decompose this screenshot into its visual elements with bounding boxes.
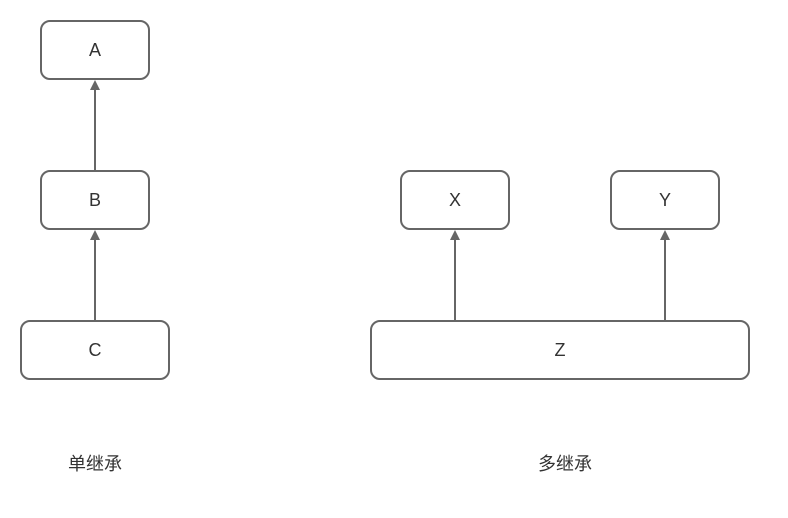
caption-text: 单继承 (68, 454, 122, 474)
node-label: Y (659, 190, 671, 211)
caption-multiple-inheritance: 多继承 (520, 450, 610, 476)
node-X: X (400, 170, 510, 230)
node-C: C (20, 320, 170, 380)
node-label: X (449, 190, 461, 211)
diagram-canvas: A B C X Y Z 单继承 多继承 (0, 0, 788, 518)
node-B: B (40, 170, 150, 230)
node-label: B (89, 190, 101, 211)
caption-text: 多继承 (538, 454, 592, 474)
node-label: A (89, 40, 101, 61)
caption-single-inheritance: 单继承 (50, 450, 140, 476)
node-label: C (89, 340, 102, 361)
node-label: Z (555, 340, 566, 361)
node-Z: Z (370, 320, 750, 380)
node-A: A (40, 20, 150, 80)
node-Y: Y (610, 170, 720, 230)
